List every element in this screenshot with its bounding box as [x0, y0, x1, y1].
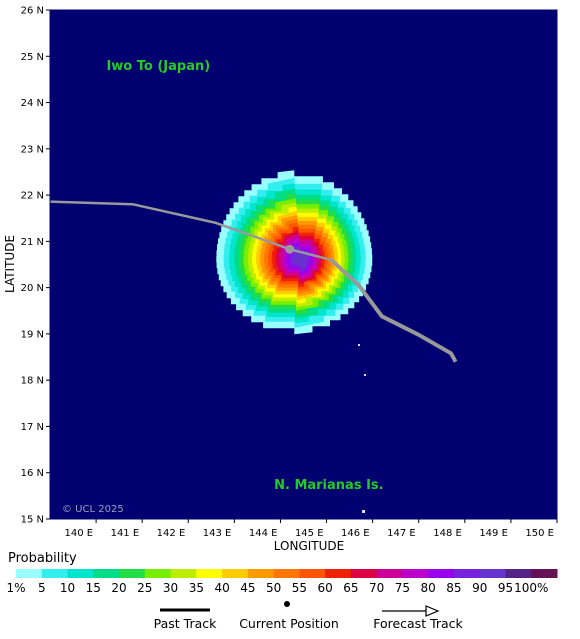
y-tick-label: 21 N [21, 237, 44, 248]
y-tick-label: 24 N [21, 98, 44, 109]
scale-swatch [144, 569, 172, 578]
scale-swatch [428, 569, 455, 578]
scale-label: 80 [421, 581, 436, 595]
scale-swatch [93, 569, 120, 578]
y-tick-label: 26 N [21, 6, 44, 17]
y-tick-label: 16 N [21, 468, 44, 479]
scale-label: 10 [60, 581, 75, 595]
scale-swatch [247, 569, 275, 578]
current-position-marker [285, 244, 295, 254]
x-axis-title: LONGITUDE [274, 539, 344, 553]
scale-label: 85 [446, 581, 461, 595]
x-tick-label: 148 E [433, 528, 462, 539]
y-tick-label: 15 N [21, 515, 44, 526]
forecast-track-line [329, 258, 458, 363]
scale-label: 60 [318, 581, 333, 595]
scale-label: 70 [369, 581, 384, 595]
scale-swatch [479, 569, 506, 578]
scale-swatch [41, 569, 69, 578]
scale-label: 45 [240, 581, 255, 595]
scale-swatch [16, 569, 43, 578]
scale-swatch [67, 569, 94, 578]
x-axis: 140 E 141 E 142 E 143 E 144 E 145 E 146 E 147 E… [64, 519, 558, 539]
forecast-track-label: Forecast Track [373, 616, 463, 631]
scale-swatch [273, 569, 300, 578]
y-tick-label: 17 N [21, 422, 44, 433]
scale-swatch [170, 569, 197, 578]
scale-label: 30 [163, 581, 178, 595]
x-tick-label: 147 E [387, 528, 416, 539]
x-tick-label: 146 E [341, 528, 370, 539]
probability-color-scale [16, 569, 558, 578]
x-tick-label: 140 E [64, 528, 93, 539]
scale-swatch [299, 569, 326, 578]
x-tick-label: 145 E [295, 528, 324, 539]
plot-frame [49, 9, 558, 520]
y-tick-label: 23 N [21, 144, 44, 155]
scale-label: 50 [266, 581, 281, 595]
x-tick-label: 141 E [111, 528, 140, 539]
scale-label: 35 [189, 581, 204, 595]
current-position-symbol [284, 601, 290, 607]
y-axis-title: LATITUDE [3, 235, 17, 293]
place-label-iwo-to: Iwo To (Japan) [106, 59, 210, 74]
x-tick-label: 144 E [249, 528, 278, 539]
current-position-label: Current Position [239, 616, 339, 631]
scale-swatch [505, 569, 532, 578]
probability-scale-labels: 1% 5 10 15 20 25 30 35 40 45 50 55 60 65 70 75 80 85 90 95 1… [6, 581, 548, 595]
island-dot [358, 344, 360, 346]
storm-track [50, 200, 458, 363]
scale-swatch [376, 569, 403, 578]
scale-label: 40 [214, 581, 229, 595]
x-tick-label: 149 E [479, 528, 508, 539]
island-dot [362, 510, 365, 513]
y-tick-label: 20 N [21, 283, 44, 294]
scale-swatch [119, 569, 146, 578]
strike-probability-field [216, 170, 373, 335]
x-tick-label: 143 E [203, 528, 232, 539]
scale-label: 1% [6, 581, 25, 595]
island-dot [364, 374, 366, 376]
scale-swatch [402, 569, 429, 578]
scale-label: 90 [472, 581, 487, 595]
y-tick-label: 18 N [21, 376, 44, 387]
probability-band [293, 248, 308, 270]
scale-label: 65 [343, 581, 358, 595]
scale-label: 25 [137, 581, 152, 595]
x-tick-label: 150 E [525, 528, 554, 539]
track-key: Past Track Current Position Forecast Tra… [154, 601, 464, 631]
scale-label: 55 [292, 581, 307, 595]
past-track-label: Past Track [154, 616, 217, 631]
scale-swatch [222, 569, 249, 578]
forecast-track-arrow-icon [425, 605, 440, 617]
scale-label: 95 [498, 581, 513, 595]
scale-swatch [196, 569, 223, 578]
legend-title: Probability [8, 551, 77, 566]
scale-swatch [325, 569, 352, 578]
island-dots [358, 344, 366, 513]
scale-label: 20 [111, 581, 126, 595]
scale-swatch [453, 569, 481, 578]
copyright-label: © UCL 2025 [62, 504, 124, 515]
y-tick-label: 25 N [21, 52, 44, 63]
y-tick-label: 22 N [21, 191, 44, 202]
scale-label: 75 [395, 581, 410, 595]
scale-swatch [531, 569, 558, 578]
scale-swatch [350, 569, 378, 578]
x-tick-label: 142 E [157, 528, 186, 539]
scale-label: 100% [514, 581, 548, 595]
y-axis: 15 N 16 N 17 N 18 N 19 N 20 N 21 N 22 N 23 N 24 N… [21, 6, 50, 526]
place-label-n-marianas: N. Marianas Is. [274, 478, 384, 493]
scale-label: 15 [86, 581, 101, 595]
scale-label: 5 [38, 581, 46, 595]
y-tick-label: 19 N [21, 329, 44, 340]
